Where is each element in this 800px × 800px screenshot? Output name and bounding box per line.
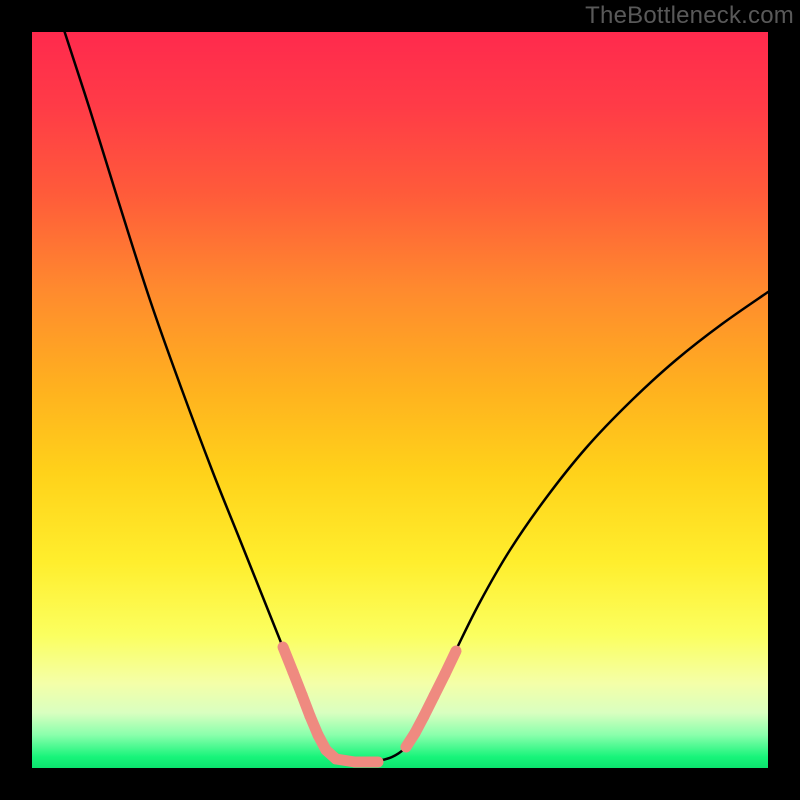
right-marker-segment-4	[445, 651, 456, 674]
chart-stage: TheBottleneck.com	[0, 0, 800, 800]
curves-svg	[0, 0, 800, 800]
left-curve	[64, 30, 355, 761]
watermark-label: TheBottleneck.com	[585, 2, 794, 30]
